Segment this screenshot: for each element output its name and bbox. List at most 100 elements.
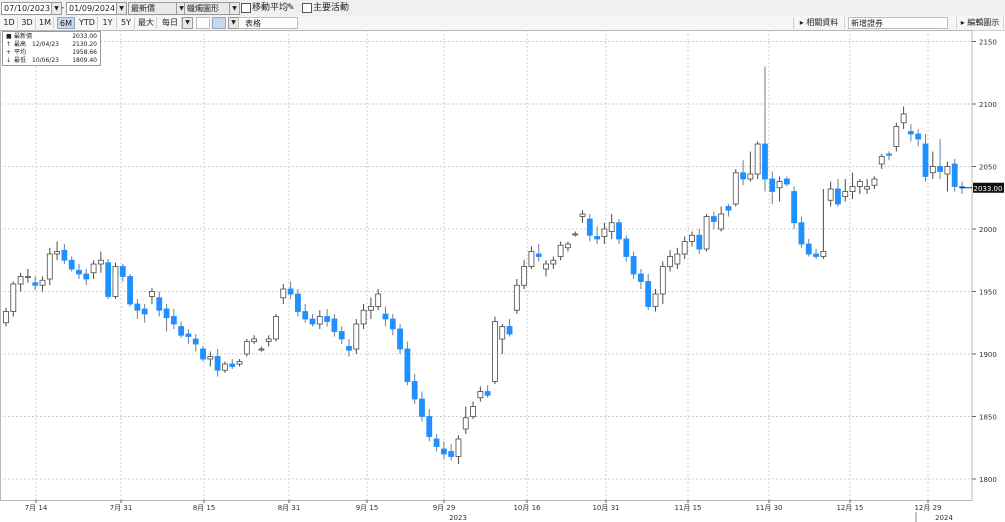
- table-button[interactable]: 表格: [238, 17, 298, 29]
- candle-body: [389, 318, 396, 330]
- candle-body: [849, 186, 856, 192]
- candle-body: [280, 288, 287, 299]
- events-label[interactable]: 主要活動: [313, 3, 350, 13]
- candle-body: [61, 249, 68, 261]
- candle-body: [623, 238, 630, 257]
- blank-field[interactable]: [212, 17, 226, 29]
- candle-body: [382, 313, 389, 320]
- blank-field[interactable]: [196, 17, 210, 29]
- x-tick-label: 8月 31: [278, 504, 301, 512]
- chart-type-select[interactable]: 蠟燭圖形: [184, 2, 234, 15]
- x-tick-label: 11月 30: [755, 504, 782, 512]
- legend-name: 平均: [14, 49, 27, 56]
- candle-body: [791, 191, 798, 224]
- candle-body: [506, 326, 513, 335]
- candle-body: [76, 269, 82, 275]
- edit-chart-button[interactable]: ▸ 編輯圖示: [956, 17, 1004, 29]
- range-ytd-button[interactable]: YTD: [77, 17, 98, 29]
- range-max-button[interactable]: 最大: [136, 17, 157, 29]
- frequency-select[interactable]: 每日: [159, 17, 182, 29]
- price-chart[interactable]: 1800 1850 1900 1950 2000 2050 2100 2150 7月 14 7月 …: [0, 30, 1005, 522]
- chevron-down-icon[interactable]: ▼: [51, 2, 62, 15]
- candle-body: [929, 166, 936, 174]
- candle-body: [769, 178, 776, 192]
- candle-body: [557, 244, 564, 257]
- candle-body: [492, 321, 498, 382]
- legend-row-low: ↓ 最低 10/06/23 1809.40: [6, 57, 98, 65]
- candle-body: [462, 417, 469, 430]
- candle-body: [754, 143, 761, 175]
- legend-name: 最低: [14, 57, 27, 64]
- edit-chart-label: 編輯圖示: [967, 18, 1000, 27]
- x-tick-label: 9月 29: [433, 504, 456, 512]
- date-separator: -: [61, 3, 65, 13]
- candle-body: [83, 273, 90, 280]
- candle-body: [951, 163, 958, 187]
- price-type-select[interactable]: 最新價: [128, 2, 178, 15]
- candle-body: [10, 283, 17, 312]
- candle-body: [68, 259, 75, 270]
- related-data-button[interactable]: ▸ 相關資料: [793, 17, 845, 29]
- candle-body: [156, 297, 163, 311]
- start-date-input[interactable]: 07/10/2023: [1, 2, 53, 15]
- chevron-down-icon[interactable]: ▼: [116, 2, 127, 15]
- candle-body: [638, 273, 644, 282]
- candle-body: [783, 178, 790, 185]
- end-date-input[interactable]: 01/09/2024: [66, 2, 118, 15]
- price-legend: ■ 最新價 2033.00 ↑ 最高 12/04/23 2130.20 + 平均…: [2, 31, 101, 66]
- candle-body: [652, 293, 659, 307]
- pencil-icon[interactable]: ✎: [287, 3, 295, 13]
- candle-body: [360, 309, 367, 325]
- candle-body: [90, 263, 97, 274]
- candle-body: [112, 266, 119, 297]
- candle-body: [46, 253, 53, 280]
- candle-body: [419, 398, 425, 417]
- arrow-down-icon: ↓: [6, 57, 12, 64]
- candle-body: [616, 222, 622, 240]
- legend-date: 10/06/23: [32, 57, 59, 64]
- range-3d-button[interactable]: 3D: [19, 17, 36, 29]
- x-tick-label: 7月 31: [110, 504, 133, 512]
- chevron-down-icon[interactable]: ▼: [182, 17, 193, 29]
- y-tick-label: 1900: [979, 351, 997, 359]
- candle-body: [747, 173, 754, 180]
- range-1y-button[interactable]: 1Y: [99, 17, 117, 29]
- candle-body: [375, 293, 382, 307]
- candle-body: [302, 311, 309, 320]
- candle-body: [411, 381, 418, 400]
- y-tick-label: 1950: [979, 289, 997, 297]
- related-data-label: 相關資料: [806, 18, 839, 27]
- candle-body: [725, 206, 732, 211]
- candle-body: [842, 191, 849, 197]
- candle-body: [477, 391, 484, 399]
- candle-body: [134, 303, 141, 311]
- moving-average-checkbox[interactable]: [241, 3, 251, 13]
- candle-body: [586, 218, 593, 236]
- range-1m-button[interactable]: 1M: [37, 17, 54, 29]
- legend-row-average: + 平均 1958.66: [6, 49, 98, 57]
- candle-body: [681, 241, 688, 255]
- candle-body: [908, 131, 914, 135]
- range-toolbar: 1D 3D 1M 6M YTD 1Y 5Y 最大 每日 ▼ ▼ 表格 ▸ 相關資…: [0, 16, 1005, 31]
- candle-body: [630, 256, 637, 275]
- range-1d-button[interactable]: 1D: [1, 17, 18, 29]
- chevron-right-icon: ▸: [799, 18, 807, 27]
- candle-body: [470, 406, 476, 417]
- candle-body: [200, 348, 206, 360]
- range-6m-button[interactable]: 6M: [57, 17, 75, 29]
- legend-value: 1958.66: [72, 49, 97, 56]
- candle-body: [871, 178, 878, 186]
- year-label: 2023: [449, 514, 467, 522]
- candle-body: [565, 243, 571, 249]
- candle-body: [433, 438, 440, 447]
- compare-security-input[interactable]: 新增證券: [848, 17, 948, 29]
- year-label: 2024: [935, 514, 953, 522]
- chevron-down-icon[interactable]: ▼: [229, 2, 240, 15]
- legend-row-high: ↑ 最高 12/04/23 2130.20: [6, 41, 98, 49]
- events-checkbox[interactable]: [302, 3, 312, 13]
- candle-body: [710, 216, 717, 222]
- range-5y-button[interactable]: 5Y: [118, 17, 135, 29]
- candle-body: [915, 133, 922, 140]
- arrow-up-icon: ↑: [6, 41, 12, 48]
- moving-average-label[interactable]: 移動平均: [252, 3, 289, 13]
